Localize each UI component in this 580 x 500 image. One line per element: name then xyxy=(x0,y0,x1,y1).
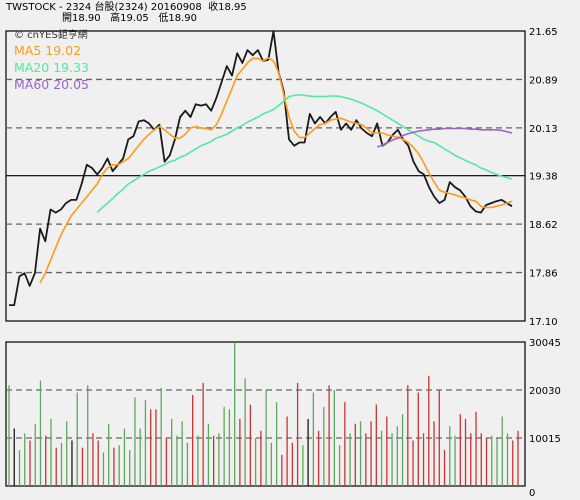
source-label: © cnYES鉅亨網 xyxy=(14,28,88,41)
volume-tick-label: 20030 xyxy=(529,386,561,397)
series-line-ma20 xyxy=(96,93,513,214)
volume-panel: 30045 20030 10015 0 xyxy=(5,338,561,499)
price-tick-label: 20.89 xyxy=(529,75,558,86)
legend: MA5 19.02 MA20 19.33 MA60 20.05 xyxy=(14,43,89,92)
price-tick-label: 20.13 xyxy=(529,124,558,135)
series-line-ma60 xyxy=(376,127,513,148)
header-ohl: 開18.90 高19.05 低18.90 xyxy=(62,13,197,24)
legend-entry: MA5 19.02 xyxy=(14,43,81,58)
price-tick-label: 17.86 xyxy=(529,269,558,280)
volume-tick-label: 10015 xyxy=(529,434,561,445)
volume-tick-label: 30045 xyxy=(529,338,561,349)
volume-tick-label: 0 xyxy=(529,488,535,499)
price-tick-label: 19.38 xyxy=(529,172,558,183)
price-tick-label: 17.10 xyxy=(529,317,558,328)
series-line-ma5 xyxy=(39,57,513,284)
series-line-close xyxy=(9,30,513,306)
legend-entry: MA60 20.05 xyxy=(14,77,89,92)
legend-entry: MA20 19.33 xyxy=(14,60,89,75)
price-panel: 21.65 20.89 20.13 19.38 18.62 17.86 17.10 xyxy=(5,27,558,328)
header-title: TWSTOCK - 2324 台股(2324) 20160908 收18.95 xyxy=(6,2,247,13)
price-tick-label: 21.65 xyxy=(529,27,558,38)
price-tick-label: 18.62 xyxy=(529,220,558,231)
